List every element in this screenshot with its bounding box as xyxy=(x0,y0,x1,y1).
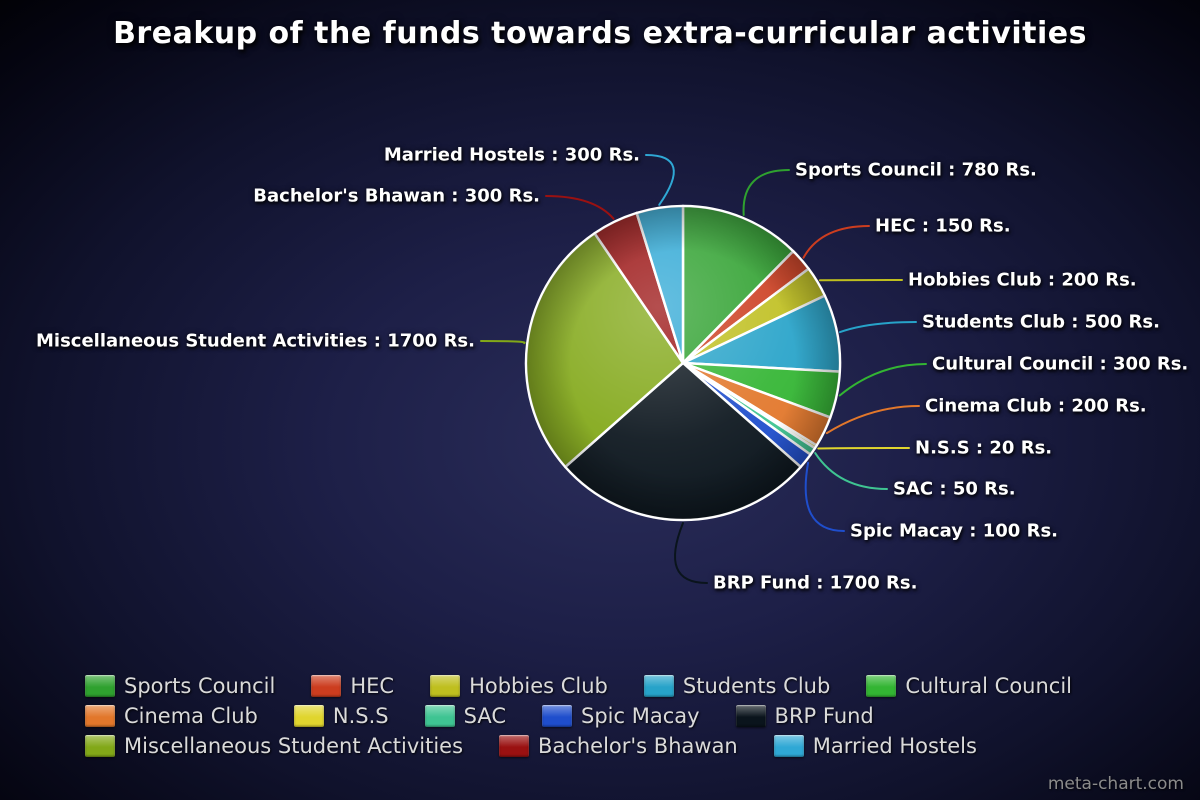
legend: Sports Council HEC Hobbies Club Students Cl… xyxy=(85,674,1072,764)
legend-swatch-sports-council xyxy=(85,675,115,697)
legend-swatch-sac xyxy=(424,705,455,727)
pie-vignette-overlay xyxy=(527,207,839,519)
leader-line-n-s-s xyxy=(817,447,910,450)
leader-line-hec xyxy=(802,225,870,259)
legend-label: Bachelor's Bhawan xyxy=(538,734,738,758)
leader-line-sports-council xyxy=(742,169,790,216)
legend-swatch-brp-fund xyxy=(735,705,766,727)
legend-swatch-cinema-club xyxy=(85,705,115,727)
leader-line-sac xyxy=(814,452,888,490)
legend-item-sports-council: Sports Council xyxy=(85,674,275,698)
legend-label: BRP Fund xyxy=(774,704,874,728)
legend-item-miscellaneous-student-activities: Miscellaneous Student Activities xyxy=(85,734,463,758)
legend-label: Miscellaneous Student Activities xyxy=(124,734,464,758)
legend-label: Hobbies Club xyxy=(469,674,608,698)
chart-title: Breakup of the funds towards extra-curri… xyxy=(113,16,1087,51)
legend-row: Sports Council HEC Hobbies Club Students Cl… xyxy=(85,674,1072,698)
legend-item-n-s-s: N.S.S xyxy=(293,704,389,728)
legend-label: SAC xyxy=(463,704,506,728)
legend-swatch-cultural-council xyxy=(866,675,897,697)
leader-line-students-club xyxy=(839,321,917,334)
legend-swatch-miscellaneous-student-activities xyxy=(85,735,115,757)
legend-swatch-n-s-s xyxy=(293,705,324,727)
leader-line-cultural-council xyxy=(838,363,927,397)
legend-item-brp-fund: BRP Fund xyxy=(735,704,874,728)
legend-row: Cinema Club N.S.S SAC Spic Macay BRP Fund xyxy=(85,704,1072,728)
legend-item-sac: SAC xyxy=(424,704,506,728)
legend-label: Married Hostels xyxy=(812,734,977,758)
legend-label: Students Club xyxy=(682,674,831,698)
legend-label: Sports Council xyxy=(124,674,276,698)
legend-swatch-hobbies-club xyxy=(430,675,461,697)
legend-swatch-spic-macay xyxy=(542,705,572,727)
legend-item-married-hostels: Married Hostels xyxy=(773,734,977,758)
legend-item-students-club: Students Club xyxy=(643,674,831,698)
leader-line-brp-fund xyxy=(674,522,708,584)
legend-swatch-bachelor-s-bhawan xyxy=(499,735,530,757)
legend-item-bachelor-s-bhawan: Bachelor's Bhawan xyxy=(499,734,738,758)
leader-line-miscellaneous-student-activities xyxy=(480,340,526,345)
legend-swatch-married-hostels xyxy=(773,735,804,757)
leader-line-cinema-club xyxy=(825,405,920,435)
legend-label: Cultural Council xyxy=(905,674,1073,698)
legend-label: Spic Macay xyxy=(581,704,700,728)
leader-line-married-hostels xyxy=(645,154,675,206)
legend-swatch-hec xyxy=(311,675,342,697)
legend-item-hobbies-club: Hobbies Club xyxy=(430,674,608,698)
legend-item-hec: HEC xyxy=(311,674,394,698)
legend-label: N.S.S xyxy=(332,704,389,728)
legend-item-spic-macay: Spic Macay xyxy=(542,704,700,728)
leader-line-bachelor-s-bhawan xyxy=(545,195,615,220)
legend-item-cultural-council: Cultural Council xyxy=(866,674,1072,698)
legend-item-cinema-club: Cinema Club xyxy=(85,704,258,728)
leader-line-spic-macay xyxy=(804,461,845,532)
legend-label: Cinema Club xyxy=(124,704,258,728)
legend-label: HEC xyxy=(350,674,395,698)
legend-swatch-students-club xyxy=(643,675,674,697)
legend-row: Miscellaneous Student Activities Bachelor… xyxy=(85,734,1072,758)
watermark: meta-chart.com xyxy=(1047,774,1184,794)
